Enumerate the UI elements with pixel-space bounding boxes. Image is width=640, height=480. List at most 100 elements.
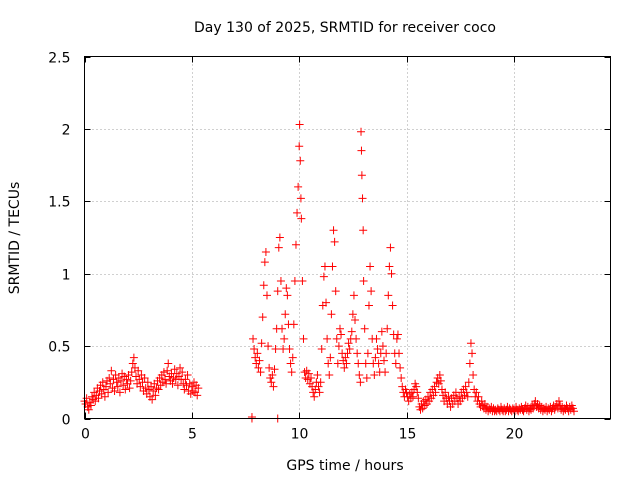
x-tick-labels: 0 5 10 15 20 [81,427,523,443]
data-point [268,371,277,380]
data-point [468,349,477,358]
data-point [315,388,324,397]
data-point [89,395,98,404]
data-point [141,384,150,393]
data-point [324,359,333,368]
data-point [554,397,563,406]
data-point [436,376,445,385]
data-point [371,353,380,362]
data-point [170,365,179,374]
y-tick-labels: 0 0.5 1 1.5 2 2.5 [48,51,70,429]
data-point [566,405,575,414]
data-point [340,363,349,372]
data-point [168,379,177,388]
data-point [187,382,196,391]
data-point [181,375,190,384]
data-point [251,353,260,362]
data-point [296,156,305,165]
data-point [265,363,274,372]
data-point [326,353,335,362]
data-point [254,363,263,372]
x-tick-label: 20 [506,427,524,443]
data-point [193,391,202,400]
data-point [194,384,203,393]
data-point [288,353,297,362]
y-tick-label: 2 [62,123,71,139]
data-point [330,237,339,246]
data-point [374,359,383,368]
data-point [188,386,197,395]
data-point [84,405,93,414]
data-point [126,376,135,385]
data-point [100,392,109,401]
data-point [128,359,137,368]
data-point [180,385,189,394]
data-point [366,262,375,271]
data-point [182,381,191,390]
data-point [474,392,483,401]
data-point [125,384,134,393]
data-point [431,388,440,397]
data-point [273,287,282,296]
data-point [464,378,473,387]
data-point [107,366,116,375]
data-point [325,371,334,380]
x-tick-label: 0 [81,427,90,443]
data-point [343,349,352,358]
data-point [341,353,350,362]
data-point [527,405,536,414]
y-tick-label: 1 [62,268,71,284]
data-point [314,382,323,391]
data-point [253,349,262,358]
data-point [293,208,302,217]
data-point [178,368,187,377]
data-point [331,287,340,296]
data-point [274,243,283,252]
data-point [463,392,472,401]
data-point [140,373,149,382]
data-point [357,127,366,136]
data-point [391,359,400,368]
data-point [257,339,266,348]
data-point [281,310,290,319]
data-point [154,385,163,394]
data-point [106,379,115,388]
data-point [377,327,386,336]
data-point [260,258,269,267]
data-point [328,262,337,271]
data-point [465,359,474,368]
data-point [393,330,402,339]
data-point [127,368,136,377]
x-tick-label: 10 [291,427,309,443]
data-point [163,366,172,375]
data-point [347,327,356,336]
data-point [115,388,124,397]
data-point [105,373,114,382]
data-point [169,373,178,382]
data-point [385,262,394,271]
data-point [430,382,439,391]
data-point [295,142,304,151]
data-point [378,342,387,351]
data-point [258,313,267,322]
data-point [319,272,328,281]
data-point [396,363,405,372]
data-point [164,359,173,368]
data-point [357,146,366,155]
data-point [148,395,157,404]
data-point [357,171,366,180]
data-point [329,226,338,235]
data-point [176,363,185,372]
y-tick-label: 1.5 [48,195,70,211]
x-tick-label: 5 [188,427,197,443]
data-point [113,382,122,391]
data-point [255,356,264,365]
data-point [435,371,444,380]
x-axis-label: GPS time / hours [286,458,403,474]
data-point [151,391,160,400]
data-point [387,269,396,278]
data-point [361,359,370,368]
data-point [432,378,441,387]
data-point [355,371,364,380]
data-point [335,324,344,333]
